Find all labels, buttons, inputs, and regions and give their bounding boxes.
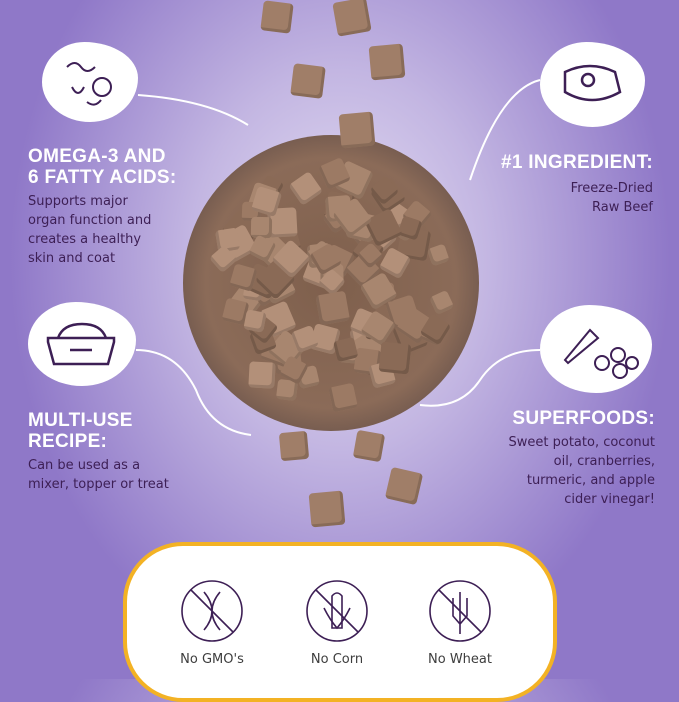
feature-text: mixer, topper or treat: [28, 475, 169, 494]
food-chunk: [332, 0, 371, 37]
feature-text: Freeze-Dried: [501, 179, 653, 198]
food-chunk: [353, 430, 385, 462]
food-chunk: [369, 44, 406, 81]
feature-text: Supports major: [28, 192, 176, 211]
feature-text: Can be used as a: [28, 456, 169, 475]
free-from-panel: No GMO's No Corn No Wheat: [123, 542, 557, 702]
feature-text: organ function and: [28, 211, 176, 230]
feature-text: Raw Beef: [501, 198, 653, 217]
badge-label: No Wheat: [410, 652, 510, 667]
food-chunk: [260, 0, 293, 33]
feature-ingredient: #1 INGREDIENT: Freeze-Dried Raw Beef: [501, 152, 653, 217]
food-chunk: [248, 362, 275, 389]
feature-title: RECIPE:: [28, 431, 169, 452]
no-gmo-dna-icon: [179, 578, 245, 644]
no-wheat-icon: [427, 578, 493, 644]
feature-title: MULTI-USE: [28, 410, 169, 431]
badge-label: No Corn: [287, 652, 387, 667]
feature-text: cider vinegar!: [509, 490, 655, 509]
food-chunk: [309, 491, 346, 528]
feature-omega: OMEGA-3 AND 6 FATTY ACIDS: Supports majo…: [28, 146, 176, 268]
food-chunk: [379, 341, 412, 374]
feature-text: oil, cranberries,: [509, 452, 655, 471]
badge-label: No GMO's: [162, 652, 262, 667]
badge-no-wheat: No Wheat: [410, 578, 510, 667]
food-chunk: [339, 112, 376, 149]
feature-title: SUPERFOODS:: [509, 408, 655, 429]
badge-no-corn: No Corn: [287, 578, 387, 667]
feature-recipe: MULTI-USE RECIPE: Can be used as a mixer…: [28, 410, 169, 494]
food-chunk: [279, 431, 309, 461]
food-chunk: [290, 63, 326, 99]
feature-title: 6 FATTY ACIDS:: [28, 167, 176, 188]
badge-no-gmo: No GMO's: [162, 578, 262, 667]
feature-text: skin and coat: [28, 249, 176, 268]
feature-text: turmeric, and apple: [509, 471, 655, 490]
food-chunk: [316, 291, 350, 325]
feature-title: #1 INGREDIENT:: [501, 152, 653, 173]
feature-text: creates a healthy: [28, 230, 176, 249]
food-chunk: [243, 309, 267, 333]
food-chunk: [251, 217, 272, 238]
no-corn-icon: [304, 578, 370, 644]
feature-superfoods: SUPERFOODS: Sweet potato, coconut oil, c…: [509, 408, 655, 509]
feature-text: Sweet potato, coconut: [509, 433, 655, 452]
feature-title: OMEGA-3 AND: [28, 146, 176, 167]
